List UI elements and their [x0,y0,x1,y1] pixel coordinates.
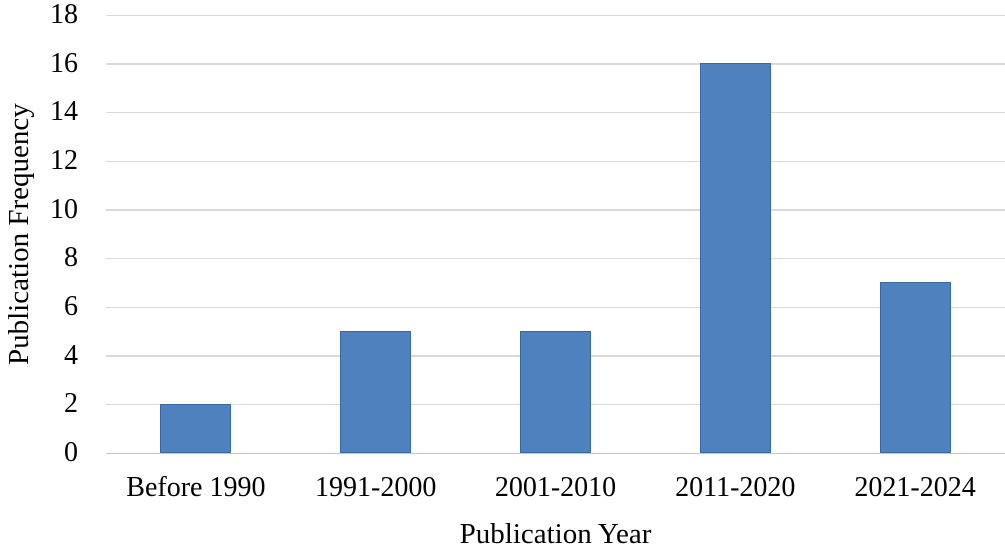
gridline [106,209,1005,211]
x-tick-label: 1991-2000 [315,472,437,503]
x-axis-tick-labels: Before 1990 1991-2000 2001-2010 2011-2020 20… [0,470,1005,506]
plot-area [106,14,1005,454]
bar-1991-2000 [340,330,412,453]
gridline [106,63,1005,65]
y-tick-label: 4 [64,339,78,371]
x-axis-line [106,452,1005,454]
bar-before-1990 [160,403,232,453]
x-tick-label: 2021-2024 [854,472,976,503]
y-tick-label: 12 [50,145,78,176]
gridline [106,14,1005,16]
gridline [106,160,1005,162]
x-axis-title: Publication Year [459,518,652,550]
bar-2011-2020 [699,63,771,453]
x-tick-label: 2001-2010 [494,472,617,503]
x-tick-label: 2011-2020 [675,472,796,503]
bar-2001-2010 [520,330,591,453]
y-tick-label: 16 [50,47,78,79]
y-tick-label: 2 [64,388,78,420]
y-tick-label: 18 [50,0,78,30]
y-tick-label: 10 [50,193,78,225]
y-tick-label: 0 [64,437,78,468]
gridline [106,111,1005,114]
x-tick-label: Before 1990 [126,472,266,503]
bar-2021-2024 [879,282,951,453]
y-tick-label: 8 [64,242,78,274]
gridline [106,257,1005,260]
gridline [106,306,1005,308]
y-tick-label: 6 [64,291,78,322]
y-axis-tick-labels: 0 2 4 6 8 10 12 14 16 18 [28,1,78,467]
y-tick-label: 14 [50,96,78,128]
